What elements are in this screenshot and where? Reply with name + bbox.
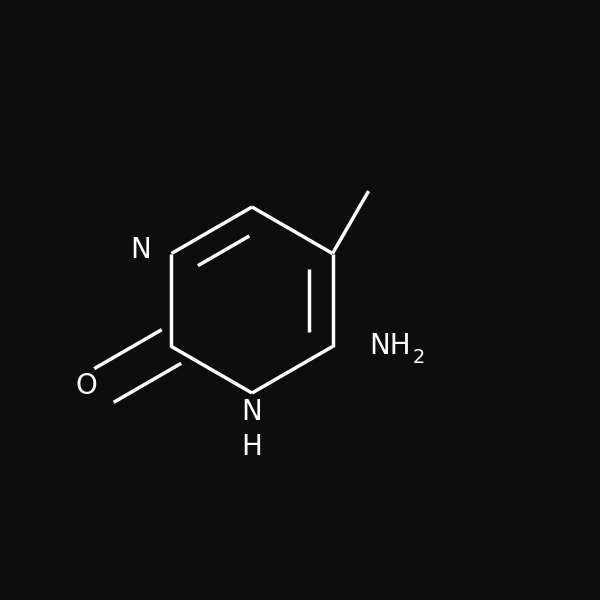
Text: NH: NH <box>370 332 412 361</box>
Text: O: O <box>75 371 97 400</box>
Text: 2: 2 <box>413 348 425 367</box>
Text: N: N <box>242 398 262 426</box>
Text: N: N <box>130 236 151 265</box>
Text: H: H <box>242 433 262 461</box>
